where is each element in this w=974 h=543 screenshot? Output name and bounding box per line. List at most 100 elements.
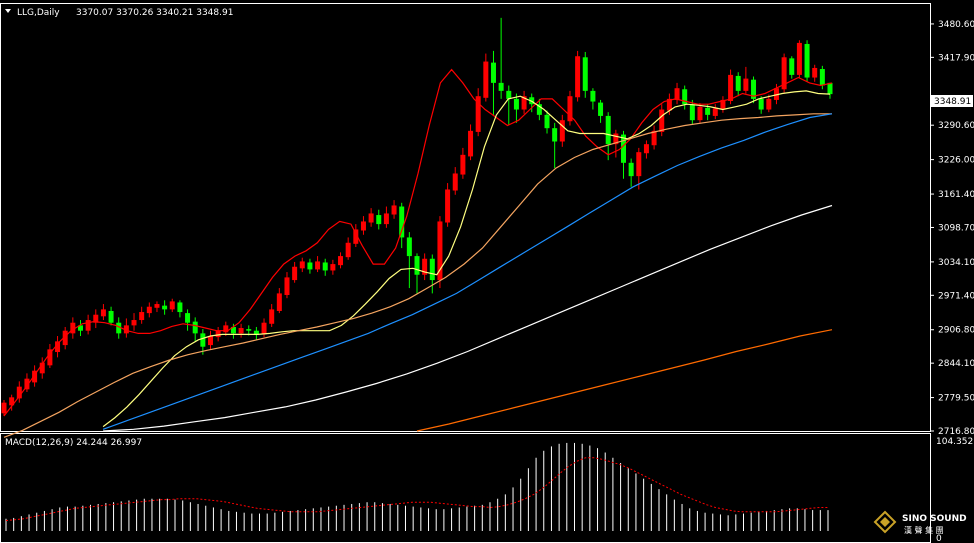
moving-average-line: [3, 68, 833, 417]
candle-body-up: [812, 67, 818, 78]
candle-body-down: [77, 325, 83, 331]
candle-body-down: [185, 313, 191, 323]
current-price-label: 3348.91: [934, 97, 971, 107]
price-axis: 3480.60 3417.90 3290.60 3226.00 3161.40 3098.…: [930, 20, 974, 437]
candle-body-up: [39, 362, 45, 374]
price-tick-label: 3161.40: [938, 190, 974, 200]
candle-body-down: [819, 69, 825, 86]
candle-body-down: [628, 162, 634, 177]
candle-body-up: [284, 277, 290, 295]
logo-diamond-icon: [873, 510, 897, 534]
candle-body-down: [582, 57, 588, 91]
candle-body-up: [666, 98, 672, 111]
candle-body-up: [613, 133, 619, 145]
current-price-box: [931, 95, 973, 107]
moving-average-line: [103, 204, 833, 432]
candle-body-down: [307, 262, 313, 270]
candle-body-up: [659, 109, 665, 132]
moving-average-line: [416, 329, 833, 432]
candle-body-down: [322, 262, 328, 271]
candle-body-down: [230, 326, 236, 334]
candle-body-up: [315, 261, 321, 270]
candle-body-up: [169, 301, 175, 310]
price-tick-label: 2716.80: [938, 427, 974, 437]
candle-body-up: [636, 152, 642, 177]
candle-body-up: [796, 42, 802, 75]
candle-body-up: [575, 56, 581, 98]
price-tick-label: 3480.60: [938, 20, 974, 30]
candle-body-down: [590, 90, 596, 102]
candle-body-up: [93, 314, 99, 323]
price-tick-label: 3226.00: [938, 156, 974, 166]
candle-body-down: [162, 305, 168, 310]
macd-header: MACD(12,26,9) 24.244 26.997: [5, 438, 142, 448]
candle-body-down: [177, 302, 183, 313]
brand-subtitle: 漢 聲 集 團: [904, 525, 944, 535]
price-tick-label: 2779.50: [938, 394, 974, 404]
candle-body-down: [621, 134, 626, 163]
candle-body-up: [468, 130, 474, 157]
candle-body-up: [674, 88, 680, 100]
candle-body-down: [399, 206, 405, 238]
candle-body-up: [437, 221, 443, 281]
candle-body-down: [735, 75, 741, 91]
candle-body-down: [376, 215, 382, 225]
candle-body-up: [559, 120, 565, 142]
macd-axis-top: 104.352: [936, 437, 973, 447]
candle-body-down: [605, 115, 611, 145]
candle-body-up: [55, 341, 61, 353]
candle-body-up: [338, 256, 344, 266]
candle-body-down: [253, 330, 259, 335]
candle-body-up: [223, 325, 229, 333]
price-tick-label: 3098.70: [938, 223, 974, 233]
candle-body-down: [827, 82, 833, 95]
price-tick-label: 3290.60: [938, 121, 974, 131]
candle-body-down: [108, 310, 114, 323]
candle-body-up: [567, 96, 573, 122]
candle-body-up: [712, 108, 718, 116]
ohlc-values: 3370.07 3370.26 3340.21 3348.91: [76, 8, 233, 18]
candle-body-up: [643, 144, 649, 154]
main-plot-frame: [0, 3, 931, 432]
candle-body-up: [345, 242, 351, 258]
candle-body-down: [246, 329, 252, 331]
moving-averages-layer: [3, 68, 833, 438]
symbol-label: LLG,Daily: [17, 8, 60, 18]
candle-body-up: [139, 312, 145, 321]
candle-body-up: [100, 309, 106, 317]
candle-body-up: [368, 213, 374, 223]
brand-name: SINO SOUND: [902, 514, 967, 524]
moving-average-line: [102, 113, 833, 430]
candle-body-up: [460, 154, 466, 175]
candle-body-down: [192, 321, 198, 334]
candle-body-up: [123, 325, 129, 334]
candle-body-down: [429, 258, 435, 281]
candles-layer: [1, 17, 833, 416]
candle-body-up: [62, 330, 68, 346]
candle-body-up: [651, 130, 657, 146]
candle-body-down: [498, 82, 504, 91]
candle-body-up: [521, 96, 527, 110]
candle-body-down: [200, 333, 206, 347]
candle-body-up: [154, 304, 160, 308]
candle-body-up: [276, 293, 282, 311]
dropdown-arrow-icon[interactable]: [5, 9, 11, 13]
macd-axis-bottom: 0: [936, 534, 942, 543]
candle-body-up: [269, 309, 275, 324]
candle-body-down: [751, 79, 757, 99]
candle-body-up: [773, 88, 779, 100]
sino-sound-logo: SINO SOUND 漢 聲 集 團: [873, 510, 967, 535]
candle-body-down: [513, 98, 519, 110]
candle-body-up: [9, 397, 15, 406]
price-tick-label: 3034.10: [938, 258, 974, 268]
candle-body-up: [85, 320, 91, 331]
candle-body-down: [506, 90, 512, 99]
candle-body-down: [758, 98, 764, 110]
candle-body-up: [728, 74, 734, 101]
candle-body-down: [804, 43, 810, 78]
candle-body-up: [422, 258, 428, 275]
price-tick-label: 2971.40: [938, 291, 974, 301]
candle-body-up: [208, 336, 213, 346]
candle-body-up: [353, 229, 359, 244]
